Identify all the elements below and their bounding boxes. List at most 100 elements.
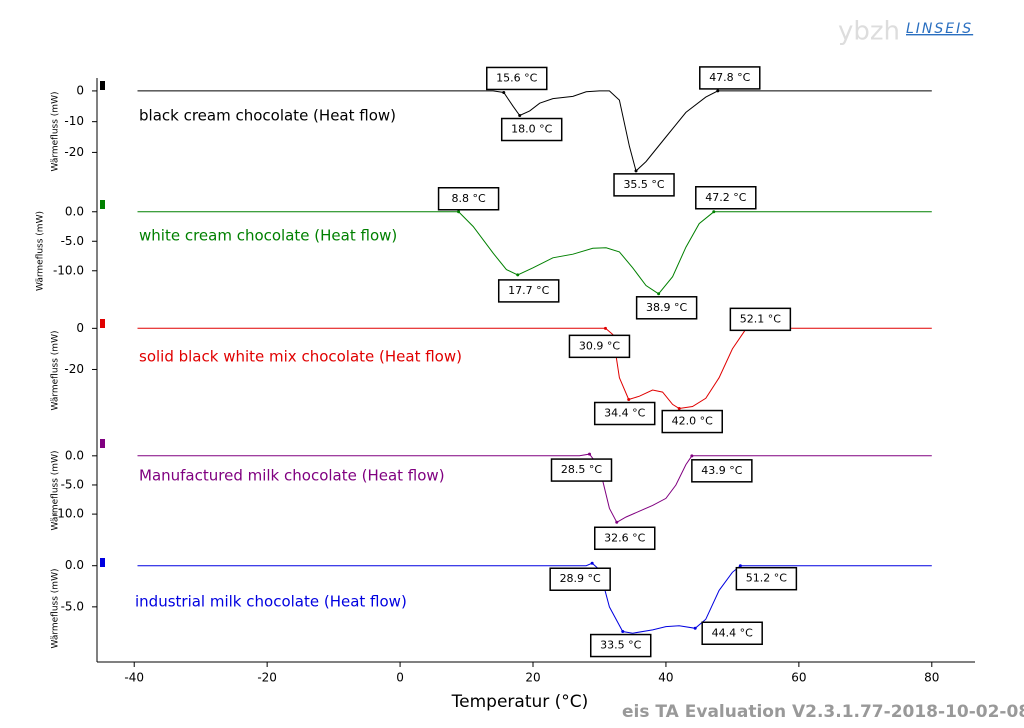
y-tick-label: 0.0: [65, 204, 84, 218]
annotation-box: [594, 526, 656, 551]
legend-swatch: [100, 200, 105, 209]
annotation-point: [712, 210, 716, 214]
legend-swatch: [100, 81, 105, 90]
annotation-label: 47.2 °C: [705, 191, 746, 204]
legend-label: industrial milk chocolate (Heat flow): [135, 593, 407, 611]
y-axis-label: Wärmefluss (mW): [51, 569, 61, 649]
annotation-point: [627, 397, 631, 401]
annotation-label: 28.9 °C: [560, 572, 601, 585]
y-tick-label: 0.0: [65, 448, 84, 462]
annotation-point: [518, 114, 522, 118]
annotation-box: [691, 459, 753, 483]
legend-label: white cream chocolate (Heat flow): [139, 227, 397, 245]
annotation-point: [516, 273, 520, 277]
y-axis-label: Wärmefluss (mW): [51, 92, 61, 172]
annotation-point: [590, 561, 594, 565]
y-axis-label: Wärmefluss (mW): [51, 331, 61, 411]
annotation-label: 30.9 °C: [579, 339, 620, 352]
annotation-point: [738, 564, 742, 568]
annotation-label: 32.6 °C: [604, 531, 645, 544]
series-line: [137, 90, 932, 172]
annotation-label: 18.0 °C: [511, 123, 552, 136]
annotation-box: [699, 66, 761, 90]
annotation-box: [589, 633, 652, 658]
x-tick-label: -40: [124, 671, 144, 685]
annotation-label: 42.0 °C: [672, 415, 713, 428]
x-tick-label: 20: [525, 671, 540, 685]
y-tick-label: 0.0: [65, 558, 84, 572]
annotation-label: 43.9 °C: [701, 464, 742, 477]
annotation-point: [603, 326, 607, 330]
annotation-point: [457, 210, 461, 214]
annotation-box: [437, 187, 500, 211]
annotation-point: [677, 407, 681, 411]
y-tick-label: -10.0: [53, 507, 84, 521]
y-axis-label: Wärmefluss (mW): [36, 211, 46, 291]
x-tick-label: -20: [257, 671, 277, 685]
y-tick-label: -5.0: [61, 234, 84, 248]
annotation-label: 34.4 °C: [604, 406, 645, 419]
annotation-box: [568, 334, 631, 359]
annotation-label: 47.8 °C: [709, 71, 750, 84]
annotation-label: 15.6 °C: [496, 71, 537, 84]
annotation-box: [695, 186, 757, 210]
watermark: ybzh: [838, 17, 900, 47]
annotation-box: [500, 117, 563, 142]
y-tick-label: -20: [64, 145, 84, 159]
footer: eis TA Evaluation V2.3.1.77-2018-10-02-0…: [622, 702, 1024, 722]
annotation-label: 28.5 °C: [561, 463, 602, 476]
annotation-point: [588, 452, 592, 456]
y-tick-label: -10: [64, 114, 84, 128]
series-line: [137, 562, 932, 634]
legend-label: black cream chocolate (Heat flow): [139, 107, 396, 125]
x-axis-label: Temperatur (°C): [451, 692, 589, 712]
annotation-label: 44.4 °C: [712, 626, 753, 639]
y-axis-label: Wärmefluss (mW): [51, 451, 61, 531]
annotation-label: 35.5 °C: [623, 178, 664, 191]
annotation-point: [621, 630, 625, 634]
x-tick-label: 80: [924, 671, 939, 685]
legend-swatch: [100, 558, 105, 567]
annotation-point: [634, 169, 638, 173]
legend-label: solid black white mix chocolate (Heat fl…: [139, 348, 462, 366]
annotation-box: [661, 409, 723, 434]
annotation-box: [593, 401, 656, 426]
annotation-label: 38.9 °C: [646, 301, 687, 314]
y-tick-label: 0: [76, 321, 84, 335]
legend-swatch: [100, 319, 105, 328]
legend-swatch: [100, 439, 105, 448]
annotation-label: 33.5 °C: [600, 639, 641, 652]
annotation-box: [701, 621, 763, 646]
annotation-point: [690, 454, 694, 458]
annotation-box: [550, 458, 613, 482]
y-tick-label: -20: [64, 362, 84, 376]
annotation-point: [657, 292, 661, 296]
y-tick-label: 0: [76, 83, 84, 97]
series-line: [137, 453, 932, 523]
annotation-point: [693, 626, 697, 630]
annotation-box: [613, 173, 675, 197]
x-tick-label: 60: [791, 671, 806, 685]
x-tick-label: 0: [396, 671, 404, 685]
annotation-point: [502, 90, 506, 94]
x-tick-label: 40: [658, 671, 673, 685]
series-line: [137, 327, 932, 410]
series-line: [137, 211, 932, 295]
annotation-box: [735, 566, 798, 591]
y-tick-label: -5.0: [61, 477, 84, 491]
annotation-box: [635, 296, 698, 320]
annotation-box: [486, 66, 548, 91]
annotation-label: 8.8 °C: [451, 192, 485, 205]
y-tick-label: -5.0: [61, 599, 84, 613]
annotation-label: 51.2 °C: [746, 572, 787, 585]
annotation-box: [497, 279, 560, 303]
annotation-point: [716, 89, 720, 93]
logo: LINSEIS: [906, 21, 973, 37]
annotation-label: 17.7 °C: [508, 284, 549, 297]
annotation-box: [729, 307, 792, 332]
legend-label: Manufactured milk chocolate (Heat flow): [139, 467, 445, 485]
annotation-label: 52.1 °C: [740, 312, 781, 325]
annotation-box: [549, 567, 611, 591]
y-tick-label: -10.0: [53, 263, 84, 277]
